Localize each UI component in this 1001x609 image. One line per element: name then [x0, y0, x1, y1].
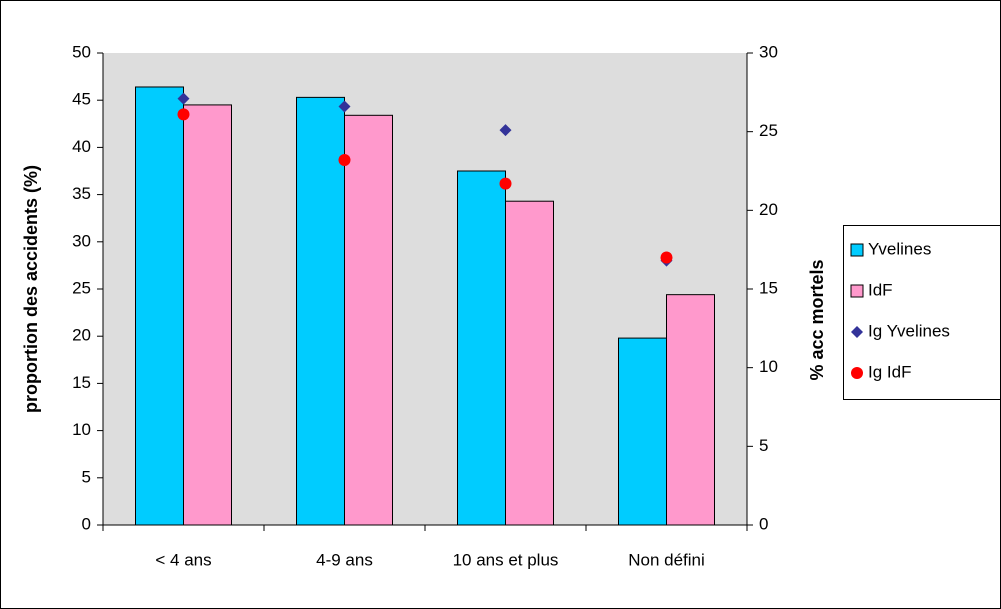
bar [135, 86, 184, 526]
legend-label: Ig Yvelines [868, 321, 950, 340]
y-tick-label: 50 [72, 42, 91, 61]
y2-tick-label: 10 [759, 357, 778, 376]
bar [505, 200, 554, 526]
legend-label: Yvelines [868, 239, 931, 258]
bar [457, 170, 506, 526]
y2-tick-label: 25 [759, 121, 778, 140]
legend-label: Ig IdF [868, 362, 911, 381]
y-tick-label: 30 [72, 231, 91, 250]
x-tick-label: Non défini [628, 550, 705, 569]
y-tick-label: 20 [72, 326, 91, 345]
y-tick-label: 40 [72, 137, 91, 156]
y-tick-label: 35 [72, 184, 91, 203]
x-tick-label: 10 ans et plus [453, 550, 559, 569]
y-tick-label: 15 [72, 373, 91, 392]
y2-axis-title: % acc mortels [807, 259, 827, 380]
y-tick-label: 45 [72, 90, 91, 109]
bar [618, 337, 667, 526]
point [660, 251, 673, 264]
x-tick-label: 4-9 ans [316, 550, 373, 569]
legend-swatch [850, 243, 864, 257]
y-tick-label: 0 [82, 514, 91, 533]
legend-swatch [850, 284, 864, 298]
point [177, 92, 190, 105]
y2-tick-label: 20 [759, 200, 778, 219]
legend-label: IdF [868, 280, 893, 299]
point [177, 108, 190, 121]
bar [666, 294, 715, 526]
y-tick-label: 10 [72, 420, 91, 439]
point [338, 100, 351, 113]
point [851, 367, 863, 379]
point [499, 177, 512, 190]
point [499, 124, 512, 137]
legend [843, 225, 1001, 400]
bar [344, 114, 393, 526]
x-tick-label: < 4 ans [155, 550, 211, 569]
point [338, 153, 351, 166]
point [851, 326, 863, 338]
y2-tick-label: 5 [759, 436, 768, 455]
y2-tick-label: 15 [759, 278, 778, 297]
y2-tick-label: 30 [759, 42, 778, 61]
y-tick-label: 5 [82, 467, 91, 486]
bar [183, 104, 232, 526]
y-axis-title: proportion des accidents (%) [21, 165, 41, 413]
bar [296, 96, 345, 526]
y-tick-label: 25 [72, 278, 91, 297]
y2-tick-label: 0 [759, 514, 768, 533]
